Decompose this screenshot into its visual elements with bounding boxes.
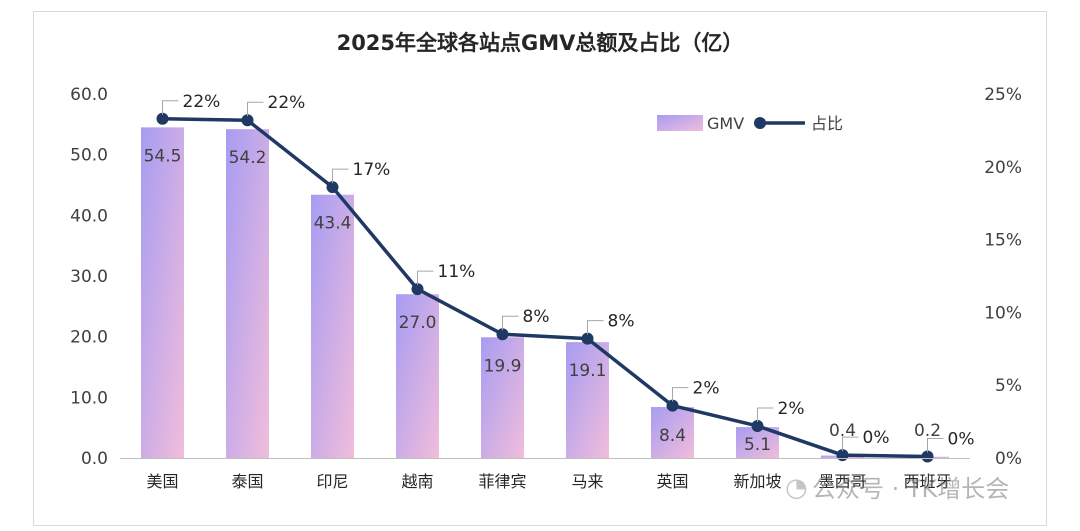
share-label-7: 2%: [778, 399, 805, 419]
share-leader-3: [417, 270, 434, 286]
share-label-0: 22%: [183, 92, 221, 112]
gmv-bar-label-3: 27.0: [399, 313, 437, 333]
gmv-bar-label-8: 0.4: [829, 421, 856, 441]
share-label-4: 8%: [523, 307, 550, 327]
watermark-icon: ◔: [785, 473, 808, 503]
x-category-1: 泰国: [231, 472, 263, 491]
share-label-6: 2%: [693, 379, 720, 399]
share-leader-5: [587, 320, 604, 335]
gmv-bar-4: [481, 337, 524, 458]
x-category-0: 美国: [146, 472, 178, 491]
share-point-7: [751, 419, 764, 432]
share-point-1: [241, 114, 254, 127]
x-category-5: 马来: [571, 472, 603, 491]
x-category-9: 西班牙: [903, 472, 951, 491]
gmv-bar-0: [141, 127, 184, 458]
x-category-6: 英国: [656, 472, 688, 491]
x-category-4: 菲律宾: [478, 472, 526, 491]
share-label-3: 11%: [438, 262, 476, 282]
legend-gmv-swatch: [657, 115, 703, 131]
gmv-bar-2: [311, 194, 354, 458]
share-label-9: 0%: [948, 430, 975, 450]
watermark: ◔ 公众号 · TK增长会: [785, 473, 1009, 503]
gmv-bar-label-5: 19.1: [569, 361, 607, 381]
line-layer: [156, 112, 934, 463]
gmv-bar-label-2: 43.4: [314, 214, 352, 234]
y-left-tick-5: 50.0: [70, 146, 108, 166]
y-left-tick-3: 30.0: [70, 267, 108, 287]
axes-layer: 0.0 10.0 20.0 30.0 40.0 50.0 60.0 0% 5% 10% 15% 20%…: [70, 85, 1022, 491]
share-point-0: [156, 112, 169, 125]
y-right-tick-4: 20%: [984, 158, 1022, 178]
legend-share-label: 占比: [811, 114, 843, 133]
share-leader-8: [842, 436, 859, 452]
watermark-text: 公众号 · TK增长会: [812, 475, 1009, 503]
share-leader-2: [332, 168, 349, 184]
gmv-bar-label-4: 19.9: [484, 356, 522, 376]
share-point-3: [411, 283, 424, 296]
legend-gmv-label: GMV: [707, 114, 744, 133]
share-leader-6: [672, 387, 689, 402]
share-label-8: 0%: [863, 428, 890, 448]
x-category-2: 印尼: [316, 472, 348, 491]
gmv-bar-6: [651, 407, 694, 458]
gmv-bar-3: [396, 294, 439, 458]
y-left-tick-0: 0.0: [81, 449, 108, 469]
x-category-7: 新加坡: [733, 472, 781, 491]
share-label-1: 22%: [268, 93, 306, 113]
share-leader-0: [162, 100, 179, 115]
share-line: [162, 117, 928, 459]
share-leader-1: [247, 101, 264, 117]
y-left-tick-4: 40.0: [70, 206, 108, 226]
labels-layer: 54.5 54.2 43.4 27.0 19.9 19.1 8.4 5.1 0.4 0.2 22% 2…: [144, 92, 975, 455]
gmv-bar-1: [226, 129, 269, 459]
gmv-bar-label-7: 5.1: [744, 435, 771, 455]
chart-frame: [33, 11, 1047, 526]
share-label-2: 17%: [353, 160, 391, 180]
y-right-tick-0: 0%: [995, 449, 1022, 469]
x-category-8: 墨西哥: [818, 472, 866, 491]
share-leader-9: [927, 438, 944, 453]
legend-share-marker: [754, 117, 766, 129]
y-right-tick-3: 15%: [984, 231, 1022, 251]
share-point-9: [921, 450, 934, 463]
y-right-tick-1: 5%: [995, 376, 1022, 396]
y-left-tick-2: 20.0: [70, 328, 108, 348]
gmv-bar-label-9: 0.2: [914, 421, 941, 441]
share-point-5: [581, 332, 594, 345]
x-category-3: 越南: [401, 472, 433, 491]
y-left-tick-6: 60.0: [70, 85, 108, 105]
chart-title: 2025年全球各站点GMV总额及占比（亿）: [337, 31, 744, 55]
gmv-bar-label-0: 54.5: [144, 146, 182, 166]
share-point-6: [666, 399, 679, 412]
y-left-tick-1: 10.0: [70, 388, 108, 408]
y-right-tick-2: 10%: [984, 303, 1022, 323]
gmv-bar-5: [566, 342, 609, 458]
share-label-5: 8%: [608, 312, 635, 332]
gmv-bar-label-1: 54.2: [229, 148, 267, 168]
share-leader-4: [502, 315, 519, 331]
share-point-4: [496, 328, 509, 341]
bars-layer: [141, 127, 949, 459]
legend: GMV 占比: [657, 114, 843, 133]
share-point-2: [326, 181, 339, 194]
gmv-bar-label-6: 8.4: [659, 426, 686, 446]
share-leader-7: [757, 407, 774, 422]
y-right-tick-5: 25%: [984, 85, 1022, 105]
